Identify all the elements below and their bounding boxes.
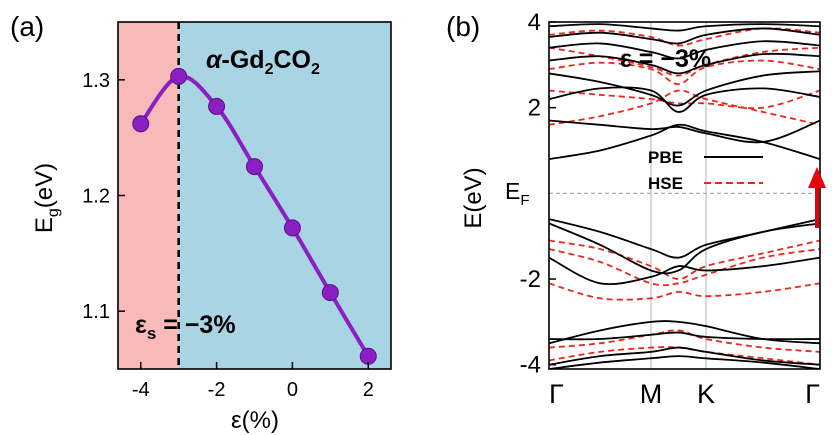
panel-a: (a) -4 -2 0 21.11.21.3 α-Gd2CO2 εs = −3% Eg… xyxy=(10,11,392,434)
pbe-band-1 xyxy=(549,119,820,144)
annot-eps: ε xyxy=(135,311,147,339)
panel-a-ylabel: Eg(eV) xyxy=(31,163,62,233)
title-sub1: 2 xyxy=(265,61,274,78)
panel-a-title: α-Gd2CO2 xyxy=(206,46,320,78)
pbe-band-10 xyxy=(549,256,820,285)
bandgap-point-3 xyxy=(246,158,263,176)
a-xtick-label: 0 xyxy=(287,379,298,401)
pbe-band-3 xyxy=(549,70,820,107)
shade-unstable-region xyxy=(118,22,179,369)
panel-b-label: (b) xyxy=(446,11,480,42)
legend: PBE HSE xyxy=(648,148,763,193)
bandgap-point-1 xyxy=(170,67,188,85)
pbe-band-7 xyxy=(549,23,820,32)
pbe-bands xyxy=(549,23,820,369)
arrow-head xyxy=(808,167,826,188)
pbe-band-4 xyxy=(549,52,820,75)
hse-band-7 xyxy=(549,282,820,301)
panel-b-gridlines xyxy=(549,22,820,369)
hse-band-5 xyxy=(549,239,820,280)
hse-band-1 xyxy=(549,89,820,110)
a-xtick-label: -4 xyxy=(132,379,150,401)
b-kpoint-label: M xyxy=(640,379,663,409)
critical-strain-annotation: εs = −3% xyxy=(135,311,236,343)
panel-b-ylabel: E(eV) xyxy=(460,167,487,228)
b-ytick-label: -2 xyxy=(520,266,541,293)
strain-label: ε = −3% xyxy=(620,45,711,73)
pbe-band-5 xyxy=(549,40,820,60)
title-co: CO xyxy=(273,46,311,74)
pbe-band-13 xyxy=(549,346,820,366)
a-xtick-label: -2 xyxy=(208,379,226,401)
panel-a-label: (a) xyxy=(10,11,44,42)
bandgap-point-5 xyxy=(321,284,339,302)
bandgap-point-4 xyxy=(283,219,301,237)
bandgap-points xyxy=(132,67,377,365)
bandgap-point-6 xyxy=(359,347,377,365)
panel-b-frame xyxy=(548,21,821,370)
ylabel-e: E xyxy=(31,217,58,233)
legend-pbe-label: PBE xyxy=(648,148,683,167)
panel-b-ticks: -4 -2 2 4 Γ M K Γ xyxy=(520,9,820,409)
fermi-label: EF xyxy=(505,178,530,209)
ylabel-unit: (eV) xyxy=(31,163,58,208)
b-kpoint-label: Γ xyxy=(549,379,564,409)
pbe-band-2 xyxy=(549,86,820,113)
fermi-e: E xyxy=(505,178,520,204)
pbe-band-0 xyxy=(549,123,820,160)
a-xtick-label: 2 xyxy=(363,379,374,401)
title-gd: -Gd xyxy=(222,46,265,74)
title-alpha: α xyxy=(206,46,223,74)
bandgap-point-0 xyxy=(132,115,150,133)
pbe-band-14 xyxy=(549,355,820,369)
hse-band-8 xyxy=(549,329,820,353)
pbe-band-12 xyxy=(549,320,820,345)
b-kpoint-label: K xyxy=(697,379,715,409)
annot-sub: s xyxy=(147,324,156,343)
legend-hse-label: HSE xyxy=(648,174,683,193)
hse-bands xyxy=(549,27,820,366)
hse-band-0 xyxy=(549,89,820,126)
hse-band-6 xyxy=(549,248,820,287)
b-ytick-label: 2 xyxy=(528,95,541,122)
b-ytick-label: -4 xyxy=(520,352,541,379)
pbe-band-8 xyxy=(549,218,820,259)
b-kpoint-label: Γ xyxy=(805,379,820,409)
bandgap-point-2 xyxy=(208,97,226,115)
band-gap-arrow xyxy=(808,167,826,228)
pbe-band-9 xyxy=(549,222,820,275)
shade-stable-region xyxy=(178,22,391,369)
panel-b: (b) -4 -2 2 4 Γ M K Γ ε = −3% PBE HSE EF E(eV) xyxy=(446,9,826,409)
b-ytick-label: 4 xyxy=(528,9,541,36)
ylabel-g: g xyxy=(45,208,62,217)
panel-a-xlabel: ε(%) xyxy=(231,407,279,434)
fermi-f: F xyxy=(520,192,529,209)
a-ytick-label: 1.3 xyxy=(82,70,110,92)
hse-band-2 xyxy=(549,59,820,86)
pbe-band-6 xyxy=(549,27,820,45)
panel-a-ticks: -4 -2 0 2 1.1 1.2 1.3 xyxy=(82,70,374,401)
a-ytick-label: 1.1 xyxy=(82,301,110,323)
a-ytick-label: 1.2 xyxy=(82,186,110,208)
annot-value: = −3% xyxy=(156,311,235,339)
hse-band-4 xyxy=(549,27,820,47)
title-sub2: 2 xyxy=(311,61,320,78)
